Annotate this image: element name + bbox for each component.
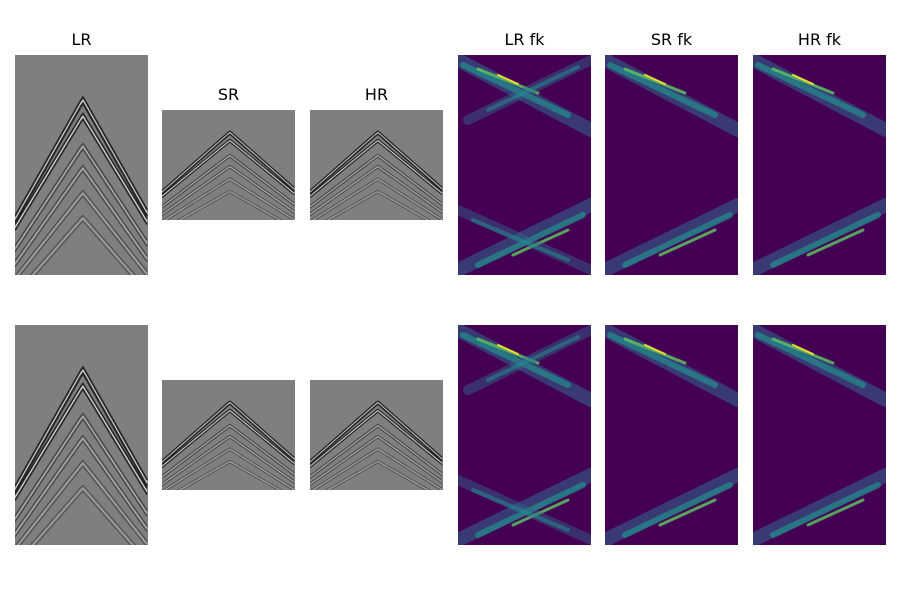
seismic-gather-graphic — [310, 110, 443, 220]
row1-sr-fk-spectrum — [605, 55, 738, 275]
seismic-gather-graphic — [15, 325, 148, 545]
fk-spectrum-graphic — [458, 325, 591, 545]
row2-lr-seismic-image — [15, 325, 148, 545]
fk-spectrum-graphic — [753, 55, 886, 275]
title-sr: SR — [217, 85, 240, 104]
fk-spectrum-graphic — [753, 325, 886, 545]
row2-hr-seismic-image — [310, 380, 443, 490]
fk-spectrum-graphic — [605, 325, 738, 545]
row1-lr-seismic-image — [15, 55, 148, 275]
seismic-gather-graphic — [15, 55, 148, 275]
row2-lr-fk-spectrum — [458, 325, 591, 545]
title-lr-fk: LR fk — [504, 30, 545, 49]
row1-hr-fk-spectrum — [753, 55, 886, 275]
row2-sr-fk-spectrum — [605, 325, 738, 545]
seismic-gather-graphic — [162, 110, 295, 220]
row2-hr-fk-spectrum — [753, 325, 886, 545]
row2-sr-seismic-image — [162, 380, 295, 490]
row1-sr-seismic-image — [162, 110, 295, 220]
title-sr-fk: SR fk — [650, 30, 693, 49]
row1-hr-seismic-image — [310, 110, 443, 220]
fk-spectrum-graphic — [605, 55, 738, 275]
title-hr: HR — [364, 85, 389, 104]
title-lr: LR — [71, 30, 92, 49]
fk-spectrum-graphic — [458, 55, 591, 275]
seismic-gather-graphic — [162, 380, 295, 490]
row1-lr-fk-spectrum — [458, 55, 591, 275]
seismic-gather-graphic — [310, 380, 443, 490]
title-hr-fk: HR fk — [797, 30, 842, 49]
